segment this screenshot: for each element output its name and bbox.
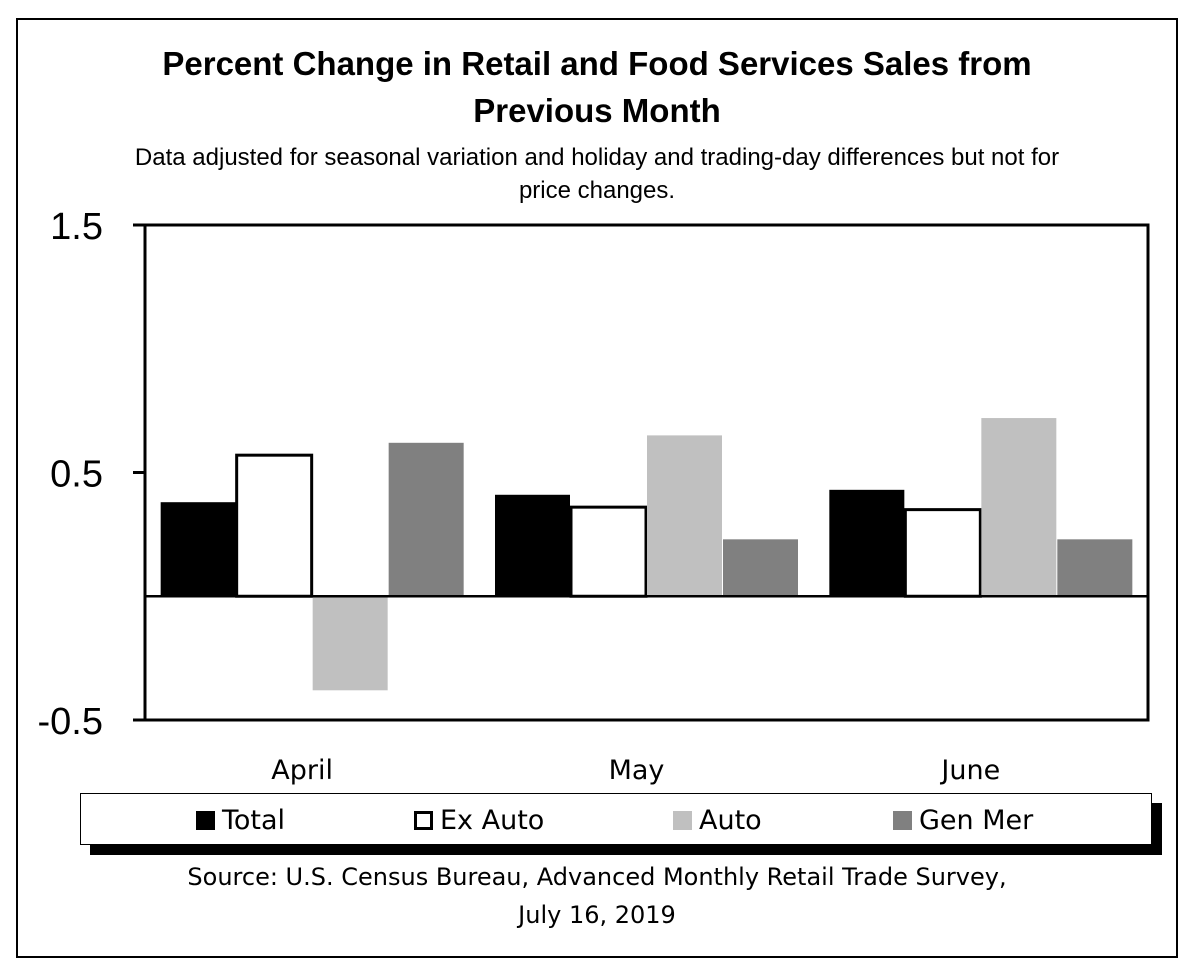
bar-gen-mer-may <box>723 539 798 597</box>
legend: Total Ex Auto Auto Gen Mer <box>80 793 1152 845</box>
y-tick-label: 1.5 <box>50 206 103 248</box>
legend-swatch-gen-mer <box>893 810 912 830</box>
bar-ex-auto-june <box>903 508 982 598</box>
legend-label-total: Total <box>222 804 286 836</box>
legend-item-ex-auto: Ex Auto <box>414 794 544 846</box>
x-tick-label-june: June <box>939 755 1000 786</box>
legend-label-auto: Auto <box>699 804 762 836</box>
legend-swatch-auto <box>673 810 692 830</box>
legend-swatch-ex-auto <box>414 810 433 830</box>
bar-gen-mer-april <box>388 442 464 597</box>
legend-swatch-total <box>196 810 215 830</box>
legend-item-auto: Auto <box>673 794 762 846</box>
legend-label-ex-auto: Ex Auto <box>440 804 545 836</box>
bar-total-april <box>160 502 236 597</box>
x-tick-label-april: April <box>271 755 333 786</box>
x-tick-label-may: May <box>609 755 665 786</box>
bar-total-june <box>829 489 905 597</box>
chart-subtitle: Data adjusted for seasonal variation and… <box>0 141 1194 207</box>
y-axis: 1.5 0.5 -0.5 <box>38 206 145 743</box>
y-tick-label: -0.5 <box>38 701 103 743</box>
chart-title-line-1: Percent Change in Retail and Food Servic… <box>162 45 1032 82</box>
bars-group <box>160 418 1133 691</box>
bar-auto-april <box>312 596 388 691</box>
bar-auto-may <box>647 435 722 597</box>
source-line-2: July 16, 2019 <box>518 901 676 929</box>
legend-item-gen-mer: Gen Mer <box>893 794 1033 846</box>
bar-total-may <box>495 494 570 597</box>
legend-label-gen-mer: Gen Mer <box>919 804 1034 836</box>
source-note: Source: U.S. Census Bureau, Advanced Mon… <box>0 858 1194 934</box>
x-axis: April May June <box>271 755 1000 786</box>
bar-ex-auto-april <box>235 453 314 598</box>
source-line-1: Source: U.S. Census Bureau, Advanced Mon… <box>187 863 1007 891</box>
bar-auto-june <box>981 418 1057 597</box>
chart-title: Percent Change in Retail and Food Servic… <box>0 40 1194 134</box>
chart-subtitle-line-1: Data adjusted for seasonal variation and… <box>134 144 1060 171</box>
y-tick-label: 0.5 <box>50 454 103 496</box>
chart-title-line-2: Previous Month <box>473 92 721 129</box>
legend-item-total: Total <box>196 794 285 846</box>
chart-subtitle-line-2: price changes. <box>518 177 676 204</box>
bar-ex-auto-may <box>569 505 648 598</box>
bar-gen-mer-june <box>1057 539 1133 597</box>
